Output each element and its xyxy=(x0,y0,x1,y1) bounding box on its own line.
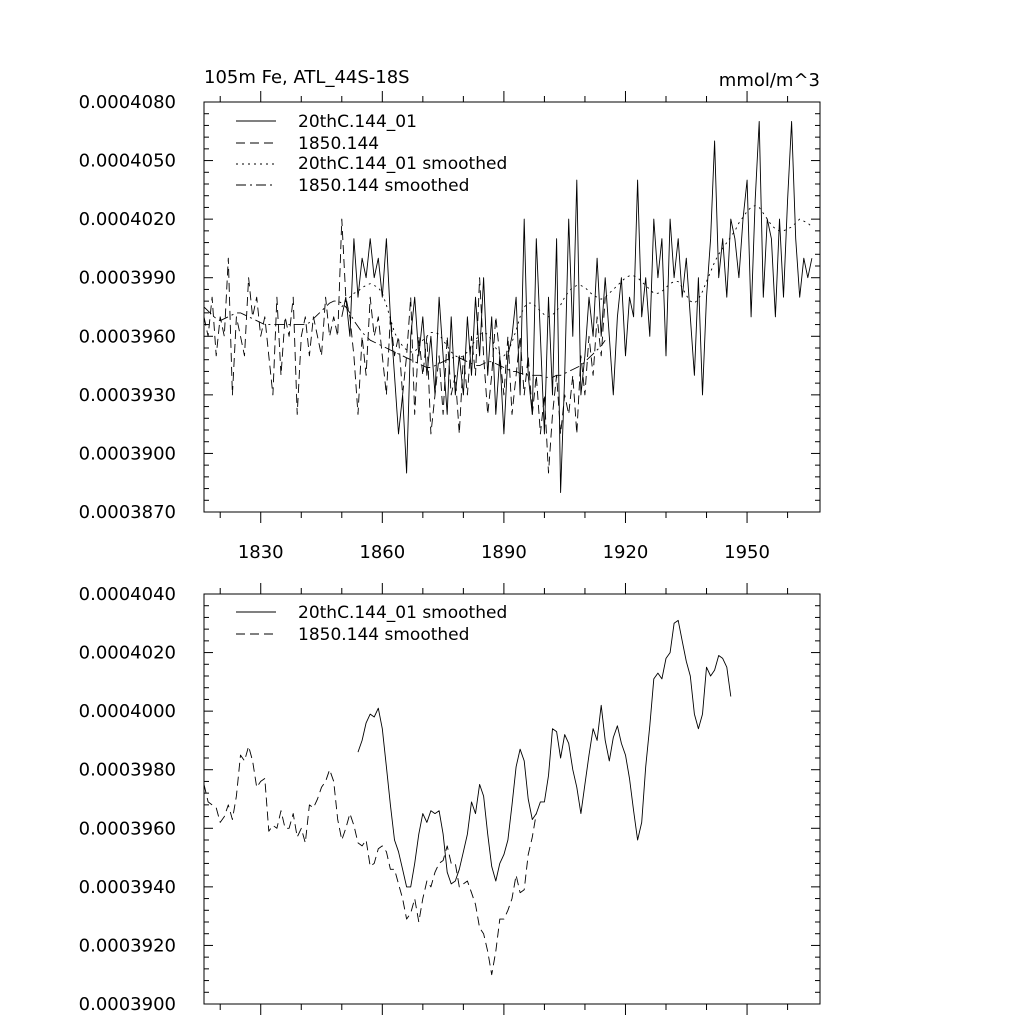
bottom-series-lines xyxy=(203,619,732,976)
bottom-y-tick-labels: 0.0003900 0.0003920 0.0003940 0.0003960 0.00… xyxy=(79,584,176,1015)
top-ytick-label: 0.0003870 xyxy=(79,502,176,523)
top-xtick-label: 1860 xyxy=(359,542,405,563)
bottom-plot-border xyxy=(203,593,821,1005)
bottom-series-line-20thc-144-01-smoothed xyxy=(357,619,732,888)
top-panel-units-label: mmol/m^3 xyxy=(719,70,820,91)
top-series-line-20thc-144-01-smoothed xyxy=(341,205,813,359)
bottom-ytick-label: 0.0004000 xyxy=(79,701,176,722)
top-ytick-label: 0.0004020 xyxy=(79,209,176,230)
top-legend-label-20thc-smoothed: 20thC.144_01 smoothed xyxy=(298,154,507,174)
top-ytick-label: 0.0004080 xyxy=(79,92,176,113)
top-legend-label-1850-smoothed: 1850.144 smoothed xyxy=(298,176,469,196)
top-panel: 105m Fe, ATL_44S-18S mmol/m^3 0.00038700… xyxy=(79,67,821,563)
top-ytick-label: 0.0003900 xyxy=(79,443,176,464)
top-plot-border xyxy=(203,101,821,513)
top-series-line-1850-144 xyxy=(203,218,606,474)
top-series-line-1850-144-smoothed xyxy=(203,300,606,378)
bottom-ytick-label: 0.0004040 xyxy=(79,584,176,605)
top-xtick-label: 1890 xyxy=(481,542,527,563)
bottom-legend-label-1850-smoothed: 1850.144 smoothed xyxy=(298,625,469,645)
bottom-legend-label-20thc-smoothed: 20thC.144_01 smoothed xyxy=(298,603,507,623)
top-ytick-label: 0.0004050 xyxy=(79,151,176,172)
bottom-plot-frame: 0.0003900 0.0003920 0.0003940 0.0003960 0.00… xyxy=(79,583,821,1015)
top-legend-label-20thc-144-01: 20thC.144_01 xyxy=(298,112,417,132)
bottom-ytick-label: 0.0003980 xyxy=(79,760,176,781)
top-panel-title: 105m Fe, ATL_44S-18S xyxy=(204,67,410,88)
bottom-ytick-label: 0.0003940 xyxy=(79,877,176,898)
bottom-panel: 0.0003900 0.0003920 0.0003940 0.0003960 0.00… xyxy=(79,583,821,1015)
bottom-ytick-label: 0.0003920 xyxy=(79,935,176,956)
top-ytick-label: 0.0003960 xyxy=(79,326,176,347)
top-series-lines xyxy=(203,121,813,493)
top-legend: 20thC.144_01 1850.144 20thC.144_01 smoot… xyxy=(236,112,507,196)
top-y-tick-labels: 0.0003870 0.0003900 0.0003930 0.0003960 0.00… xyxy=(79,92,176,523)
bottom-ytick-label: 0.0003960 xyxy=(79,818,176,839)
top-xtick-label: 1830 xyxy=(238,542,284,563)
top-ytick-label: 0.0003990 xyxy=(79,268,176,289)
top-plot-frame: 0.0003870 0.0003900 0.0003930 0.0003960 0.00… xyxy=(79,91,821,563)
top-series-line-20thc-144-01 xyxy=(341,121,813,493)
top-tick-marks xyxy=(204,91,820,523)
bottom-series-line-1850-144-smoothed xyxy=(203,745,537,976)
top-xtick-label: 1920 xyxy=(603,542,649,563)
bottom-ytick-label: 0.0004020 xyxy=(79,643,176,664)
bottom-tick-marks xyxy=(204,583,820,1015)
top-legend-label-1850-144: 1850.144 xyxy=(298,134,379,154)
top-xtick-label: 1950 xyxy=(724,542,770,563)
top-ytick-label: 0.0003930 xyxy=(79,385,176,406)
top-x-tick-labels: 1830 1860 1890 1920 1950 xyxy=(238,542,770,563)
bottom-legend: 20thC.144_01 smoothed 1850.144 smoothed xyxy=(236,603,507,645)
bottom-ytick-label: 0.0003900 xyxy=(79,994,176,1015)
